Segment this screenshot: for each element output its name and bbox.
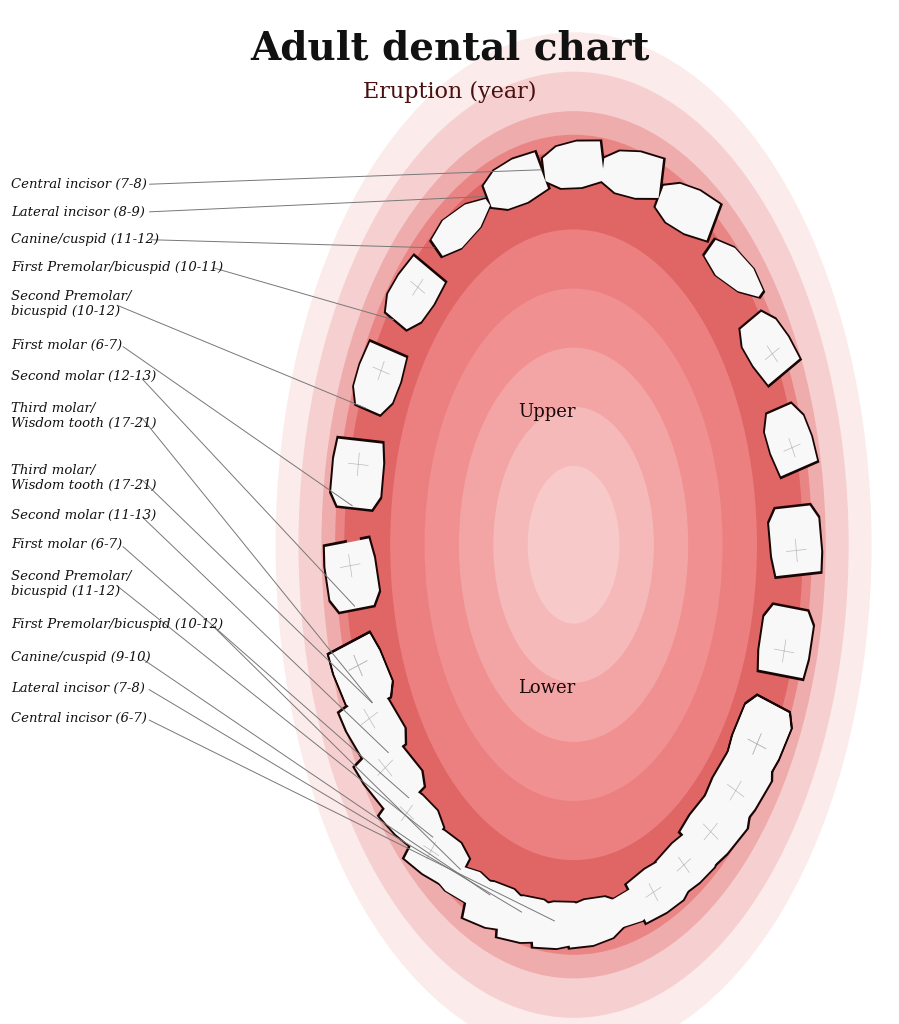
Text: Canine/cuspid (11-12): Canine/cuspid (11-12)	[11, 233, 159, 246]
Polygon shape	[728, 696, 790, 776]
Polygon shape	[681, 786, 749, 866]
Polygon shape	[428, 862, 498, 908]
Polygon shape	[384, 253, 448, 332]
Polygon shape	[738, 309, 802, 388]
Polygon shape	[494, 894, 560, 944]
Polygon shape	[329, 634, 392, 713]
Text: Second molar (11-13): Second molar (11-13)	[11, 509, 156, 521]
Polygon shape	[759, 605, 813, 678]
Polygon shape	[530, 902, 591, 948]
Polygon shape	[765, 403, 817, 476]
Polygon shape	[624, 856, 693, 926]
Polygon shape	[591, 885, 661, 931]
Text: Second Premolar/
bicuspid (10-12): Second Premolar/ bicuspid (10-12)	[11, 290, 131, 318]
Polygon shape	[429, 197, 493, 258]
Polygon shape	[770, 506, 821, 577]
Polygon shape	[728, 696, 790, 776]
Text: Eruption (year): Eruption (year)	[363, 81, 536, 103]
Text: Second molar (12-13): Second molar (12-13)	[11, 371, 156, 383]
Polygon shape	[460, 878, 529, 932]
Text: Third molar/
Wisdom tooth (17-21): Third molar/ Wisdom tooth (17-21)	[11, 401, 156, 430]
Polygon shape	[678, 783, 752, 869]
Text: Adult dental chart: Adult dental chart	[250, 29, 649, 68]
Polygon shape	[528, 900, 593, 950]
Polygon shape	[431, 864, 495, 906]
Polygon shape	[741, 311, 799, 385]
Polygon shape	[354, 342, 406, 415]
Polygon shape	[355, 733, 423, 813]
Ellipse shape	[275, 32, 872, 1024]
Text: Canine/cuspid (9-10): Canine/cuspid (9-10)	[11, 651, 150, 664]
Polygon shape	[757, 602, 815, 681]
Ellipse shape	[390, 229, 757, 860]
Polygon shape	[331, 438, 383, 509]
Polygon shape	[329, 435, 386, 512]
Polygon shape	[432, 199, 490, 256]
Text: First Premolar/bicuspid (10-11): First Premolar/bicuspid (10-11)	[11, 261, 223, 273]
Polygon shape	[402, 817, 471, 887]
Polygon shape	[352, 339, 408, 417]
Ellipse shape	[528, 466, 619, 624]
Polygon shape	[725, 693, 793, 779]
Ellipse shape	[347, 524, 360, 565]
Text: First molar (6-7): First molar (6-7)	[11, 339, 122, 351]
Polygon shape	[655, 183, 720, 241]
Ellipse shape	[424, 289, 723, 801]
Polygon shape	[463, 880, 526, 930]
Ellipse shape	[344, 151, 803, 939]
Polygon shape	[654, 825, 723, 899]
Polygon shape	[703, 740, 773, 827]
Text: Second Premolar/
bicuspid (11-12): Second Premolar/ bicuspid (11-12)	[11, 569, 131, 598]
Polygon shape	[352, 730, 426, 816]
Polygon shape	[654, 182, 723, 243]
Polygon shape	[540, 139, 607, 189]
Polygon shape	[481, 150, 551, 211]
Text: First molar (6-7): First molar (6-7)	[11, 539, 122, 551]
Polygon shape	[484, 153, 548, 209]
Polygon shape	[600, 150, 666, 200]
Polygon shape	[323, 536, 381, 614]
Polygon shape	[767, 503, 823, 580]
Text: Upper: Upper	[518, 402, 575, 421]
Polygon shape	[326, 631, 394, 716]
Polygon shape	[325, 539, 379, 611]
Ellipse shape	[458, 347, 689, 741]
Polygon shape	[340, 685, 405, 766]
Polygon shape	[379, 781, 443, 850]
Polygon shape	[329, 634, 392, 713]
Text: First Premolar/bicuspid (10-12): First Premolar/bicuspid (10-12)	[11, 618, 223, 631]
Polygon shape	[326, 631, 394, 716]
Ellipse shape	[322, 111, 826, 979]
Polygon shape	[705, 240, 763, 297]
Polygon shape	[497, 896, 557, 942]
Polygon shape	[405, 820, 469, 884]
Polygon shape	[725, 693, 793, 779]
Polygon shape	[627, 859, 691, 923]
Text: Lower: Lower	[518, 679, 575, 697]
Polygon shape	[763, 401, 819, 479]
Polygon shape	[543, 141, 604, 188]
Ellipse shape	[494, 407, 654, 683]
Text: Third molar/
Wisdom tooth (17-21): Third molar/ Wisdom tooth (17-21)	[11, 464, 156, 493]
Polygon shape	[706, 743, 771, 824]
Text: Central incisor (7-8): Central incisor (7-8)	[11, 178, 147, 190]
Polygon shape	[336, 682, 407, 768]
Ellipse shape	[298, 72, 849, 1018]
Polygon shape	[377, 778, 446, 853]
Polygon shape	[562, 897, 626, 947]
Polygon shape	[559, 895, 628, 950]
Text: Central incisor (6-7): Central incisor (6-7)	[11, 713, 147, 725]
Polygon shape	[702, 238, 765, 299]
Polygon shape	[656, 827, 720, 896]
Polygon shape	[601, 152, 663, 198]
Polygon shape	[593, 887, 658, 929]
Polygon shape	[386, 256, 445, 330]
Ellipse shape	[335, 135, 812, 954]
Text: Lateral incisor (7-8): Lateral incisor (7-8)	[11, 682, 145, 694]
Text: Lateral incisor (8-9): Lateral incisor (8-9)	[11, 206, 145, 218]
